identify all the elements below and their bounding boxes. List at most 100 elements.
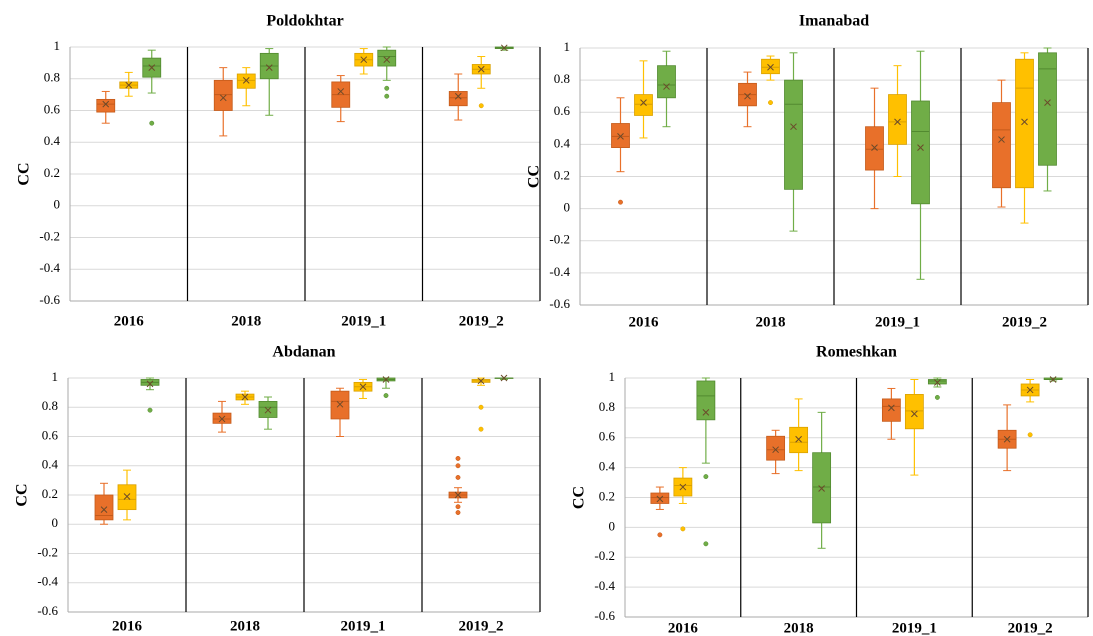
x-tick-label: 2019_2 — [459, 313, 504, 329]
box — [789, 426, 809, 454]
panel-title: Romeshkan — [816, 344, 897, 361]
mean-marker — [795, 435, 802, 443]
outlier — [384, 93, 390, 99]
mean-marker — [1026, 386, 1034, 394]
outlier — [1027, 432, 1033, 438]
mean-marker — [382, 376, 390, 383]
y-tick-label: 0 — [52, 515, 59, 530]
y-tick-label: 0.6 — [554, 103, 571, 118]
outlier — [147, 407, 153, 413]
x-tick-label: 2019_2 — [459, 618, 504, 634]
mean-marker — [477, 65, 485, 73]
x-tick-label: 2019_2 — [1008, 620, 1053, 636]
outlier — [455, 475, 461, 480]
y-tick-label: -0.4 — [549, 264, 570, 279]
panel: Romeshkan CC -0.6 -0.4 -0.2 0 0.2 0.4 0.6 0.8 1 201… — [571, 344, 1089, 636]
y-tick-label: 0.6 — [42, 427, 59, 442]
panel-title: Abdanan — [272, 344, 335, 361]
mean-marker — [102, 100, 110, 108]
y-tick-label: 0 — [609, 518, 616, 533]
mean-marker — [888, 404, 895, 412]
mean-marker — [336, 400, 344, 408]
mean-marker — [241, 393, 249, 401]
mean-marker — [383, 56, 391, 64]
x-tick-label: 2019_1 — [892, 620, 937, 636]
outlier — [455, 463, 461, 469]
y-tick-label: 0.6 — [599, 429, 616, 444]
x-tick-label: 2019_1 — [341, 618, 386, 634]
outlier — [680, 526, 686, 532]
y-tick-label: 0.2 — [554, 167, 570, 182]
y-tick-label: 0.8 — [44, 70, 60, 85]
outlier — [478, 103, 484, 109]
mean-marker — [656, 495, 664, 503]
box — [117, 484, 137, 511]
box — [1015, 58, 1034, 189]
mean-marker — [790, 123, 797, 131]
box — [94, 494, 114, 521]
box — [761, 58, 780, 75]
mean-marker — [218, 415, 226, 423]
mean-marker — [871, 144, 878, 151]
y-tick-label: 0.2 — [599, 488, 615, 503]
outlier — [618, 199, 623, 205]
mean-marker — [500, 374, 508, 382]
box — [911, 100, 930, 205]
y-tick-label: -0.2 — [549, 232, 570, 247]
y-tick-label: 1 — [54, 38, 61, 53]
x-tick-label: 2016 — [114, 313, 145, 329]
outlier — [455, 510, 461, 515]
box — [213, 79, 233, 111]
x-tick-label: 2018 — [231, 313, 261, 329]
outlier — [478, 404, 484, 410]
mean-marker — [917, 144, 924, 151]
mean-marker — [146, 380, 154, 388]
box — [696, 380, 716, 421]
x-tick-label: 2019_1 — [341, 313, 386, 329]
y-axis-label: CC — [571, 486, 588, 509]
y-tick-label: 0.6 — [44, 101, 61, 116]
x-tick-label: 2016 — [668, 620, 699, 636]
outlier — [149, 120, 155, 126]
y-tick-label: -0.4 — [39, 260, 60, 275]
mean-marker — [125, 81, 133, 89]
mean-marker — [911, 410, 918, 418]
x-tick-label: 2018 — [784, 620, 814, 636]
y-tick-label: 0.4 — [44, 133, 61, 148]
y-tick-label: -0.6 — [594, 608, 615, 623]
box — [865, 126, 884, 171]
mean-marker — [123, 493, 131, 500]
box — [634, 94, 653, 116]
y-tick-label: 0.4 — [554, 135, 571, 150]
x-tick-label: 2019_1 — [875, 314, 920, 330]
box — [927, 379, 947, 385]
mean-marker — [500, 44, 508, 52]
y-tick-label: 0.8 — [599, 399, 615, 414]
y-tick-label: 0 — [54, 197, 61, 212]
box — [330, 390, 350, 420]
box — [212, 412, 232, 424]
mean-marker — [242, 76, 250, 84]
mean-marker — [1049, 376, 1057, 383]
x-tick-label: 2018 — [756, 314, 786, 330]
outlier — [384, 85, 390, 91]
box — [812, 452, 832, 524]
panel: Poldokhtar CC -0.6 -0.4 -0.2 0 0.2 0.4 0.6 0.8 1 20… — [16, 13, 541, 329]
box — [766, 435, 786, 461]
y-axis-label: CC — [526, 165, 543, 188]
mean-marker — [934, 379, 941, 386]
x-tick-label: 2018 — [230, 618, 260, 634]
mean-marker — [360, 56, 368, 64]
outlier — [703, 474, 709, 480]
mean-marker — [663, 83, 670, 90]
box — [881, 398, 901, 422]
mean-marker — [640, 99, 647, 106]
y-tick-label: 0.4 — [42, 457, 59, 472]
mean-marker — [1003, 435, 1011, 443]
mean-marker — [454, 92, 462, 100]
x-tick-label: 2016 — [629, 314, 660, 330]
outlier — [703, 541, 709, 547]
x-tick-label: 2016 — [112, 618, 143, 634]
box — [1038, 52, 1057, 166]
mean-marker — [679, 483, 687, 491]
